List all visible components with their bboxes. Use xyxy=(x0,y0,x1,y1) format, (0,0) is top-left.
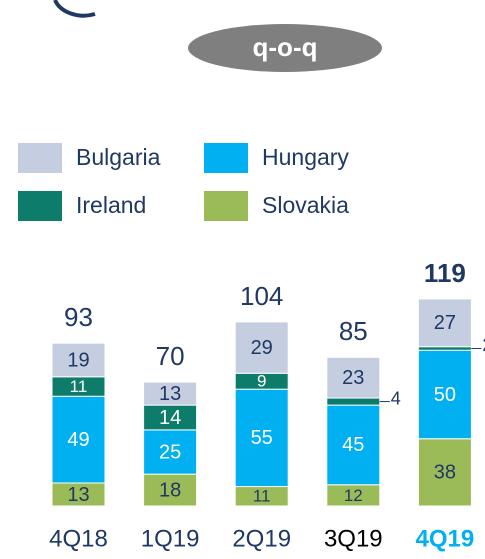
bar-segment xyxy=(51,342,106,378)
bar-segment xyxy=(234,388,289,488)
legend-swatch xyxy=(204,143,248,173)
segment-label: 4 xyxy=(391,388,401,408)
segment-label: 11 xyxy=(70,377,88,396)
segment-label: 23 xyxy=(342,367,364,389)
segment-label: 18 xyxy=(159,479,181,501)
total-label: 104 xyxy=(240,281,283,311)
bar-segment xyxy=(143,381,198,406)
legend-label: Hungary xyxy=(262,144,349,170)
bar-segment xyxy=(417,298,472,348)
category-label: 4Q19 xyxy=(416,525,475,552)
segment-label: 13 xyxy=(67,484,89,506)
total-label: 70 xyxy=(156,341,185,371)
segment-label: 9 xyxy=(257,372,266,391)
bar-segment xyxy=(417,346,472,351)
total-label: 85 xyxy=(339,316,368,346)
legend-label: Bulgaria xyxy=(76,144,161,170)
category-label: 2Q19 xyxy=(232,525,291,552)
legend-label: Ireland xyxy=(76,192,146,218)
segment-label: 27 xyxy=(434,312,456,334)
segment-label: 11 xyxy=(253,487,271,506)
segment-label: 29 xyxy=(251,337,273,359)
legend-label: Slovakia xyxy=(262,192,349,218)
segment-label: 12 xyxy=(344,486,363,505)
segment-label: 14 xyxy=(159,407,181,429)
segment-label: 13 xyxy=(159,383,181,405)
segment-label: 50 xyxy=(434,384,456,406)
total-label: 119 xyxy=(424,258,466,288)
bar-segment xyxy=(51,395,106,484)
legend-swatch xyxy=(204,191,248,221)
bar-segment xyxy=(326,356,381,399)
segment-label: 45 xyxy=(342,434,364,456)
bar-segment xyxy=(234,321,289,374)
segment-label: 38 xyxy=(434,462,456,484)
legend-swatch xyxy=(18,143,62,173)
bar-segment xyxy=(417,349,472,440)
segment-label: 25 xyxy=(159,441,181,463)
segment-label: 19 xyxy=(67,349,89,371)
segment-label: 49 xyxy=(67,429,89,451)
category-label: 1Q19 xyxy=(141,525,200,552)
logo-fragment xyxy=(53,0,96,18)
bar-segment xyxy=(326,397,381,406)
bar-segment xyxy=(326,404,381,486)
segment-label: 55 xyxy=(251,427,273,449)
legend-swatch xyxy=(18,191,62,221)
segment-label: 2 xyxy=(482,335,485,355)
category-label: 4Q18 xyxy=(49,525,108,552)
category-label: 3Q19 xyxy=(324,525,383,552)
comparison-pill xyxy=(188,24,382,72)
comparison-label: q-o-q xyxy=(253,32,318,62)
total-label: 93 xyxy=(64,302,93,332)
bar-segment xyxy=(417,438,472,507)
